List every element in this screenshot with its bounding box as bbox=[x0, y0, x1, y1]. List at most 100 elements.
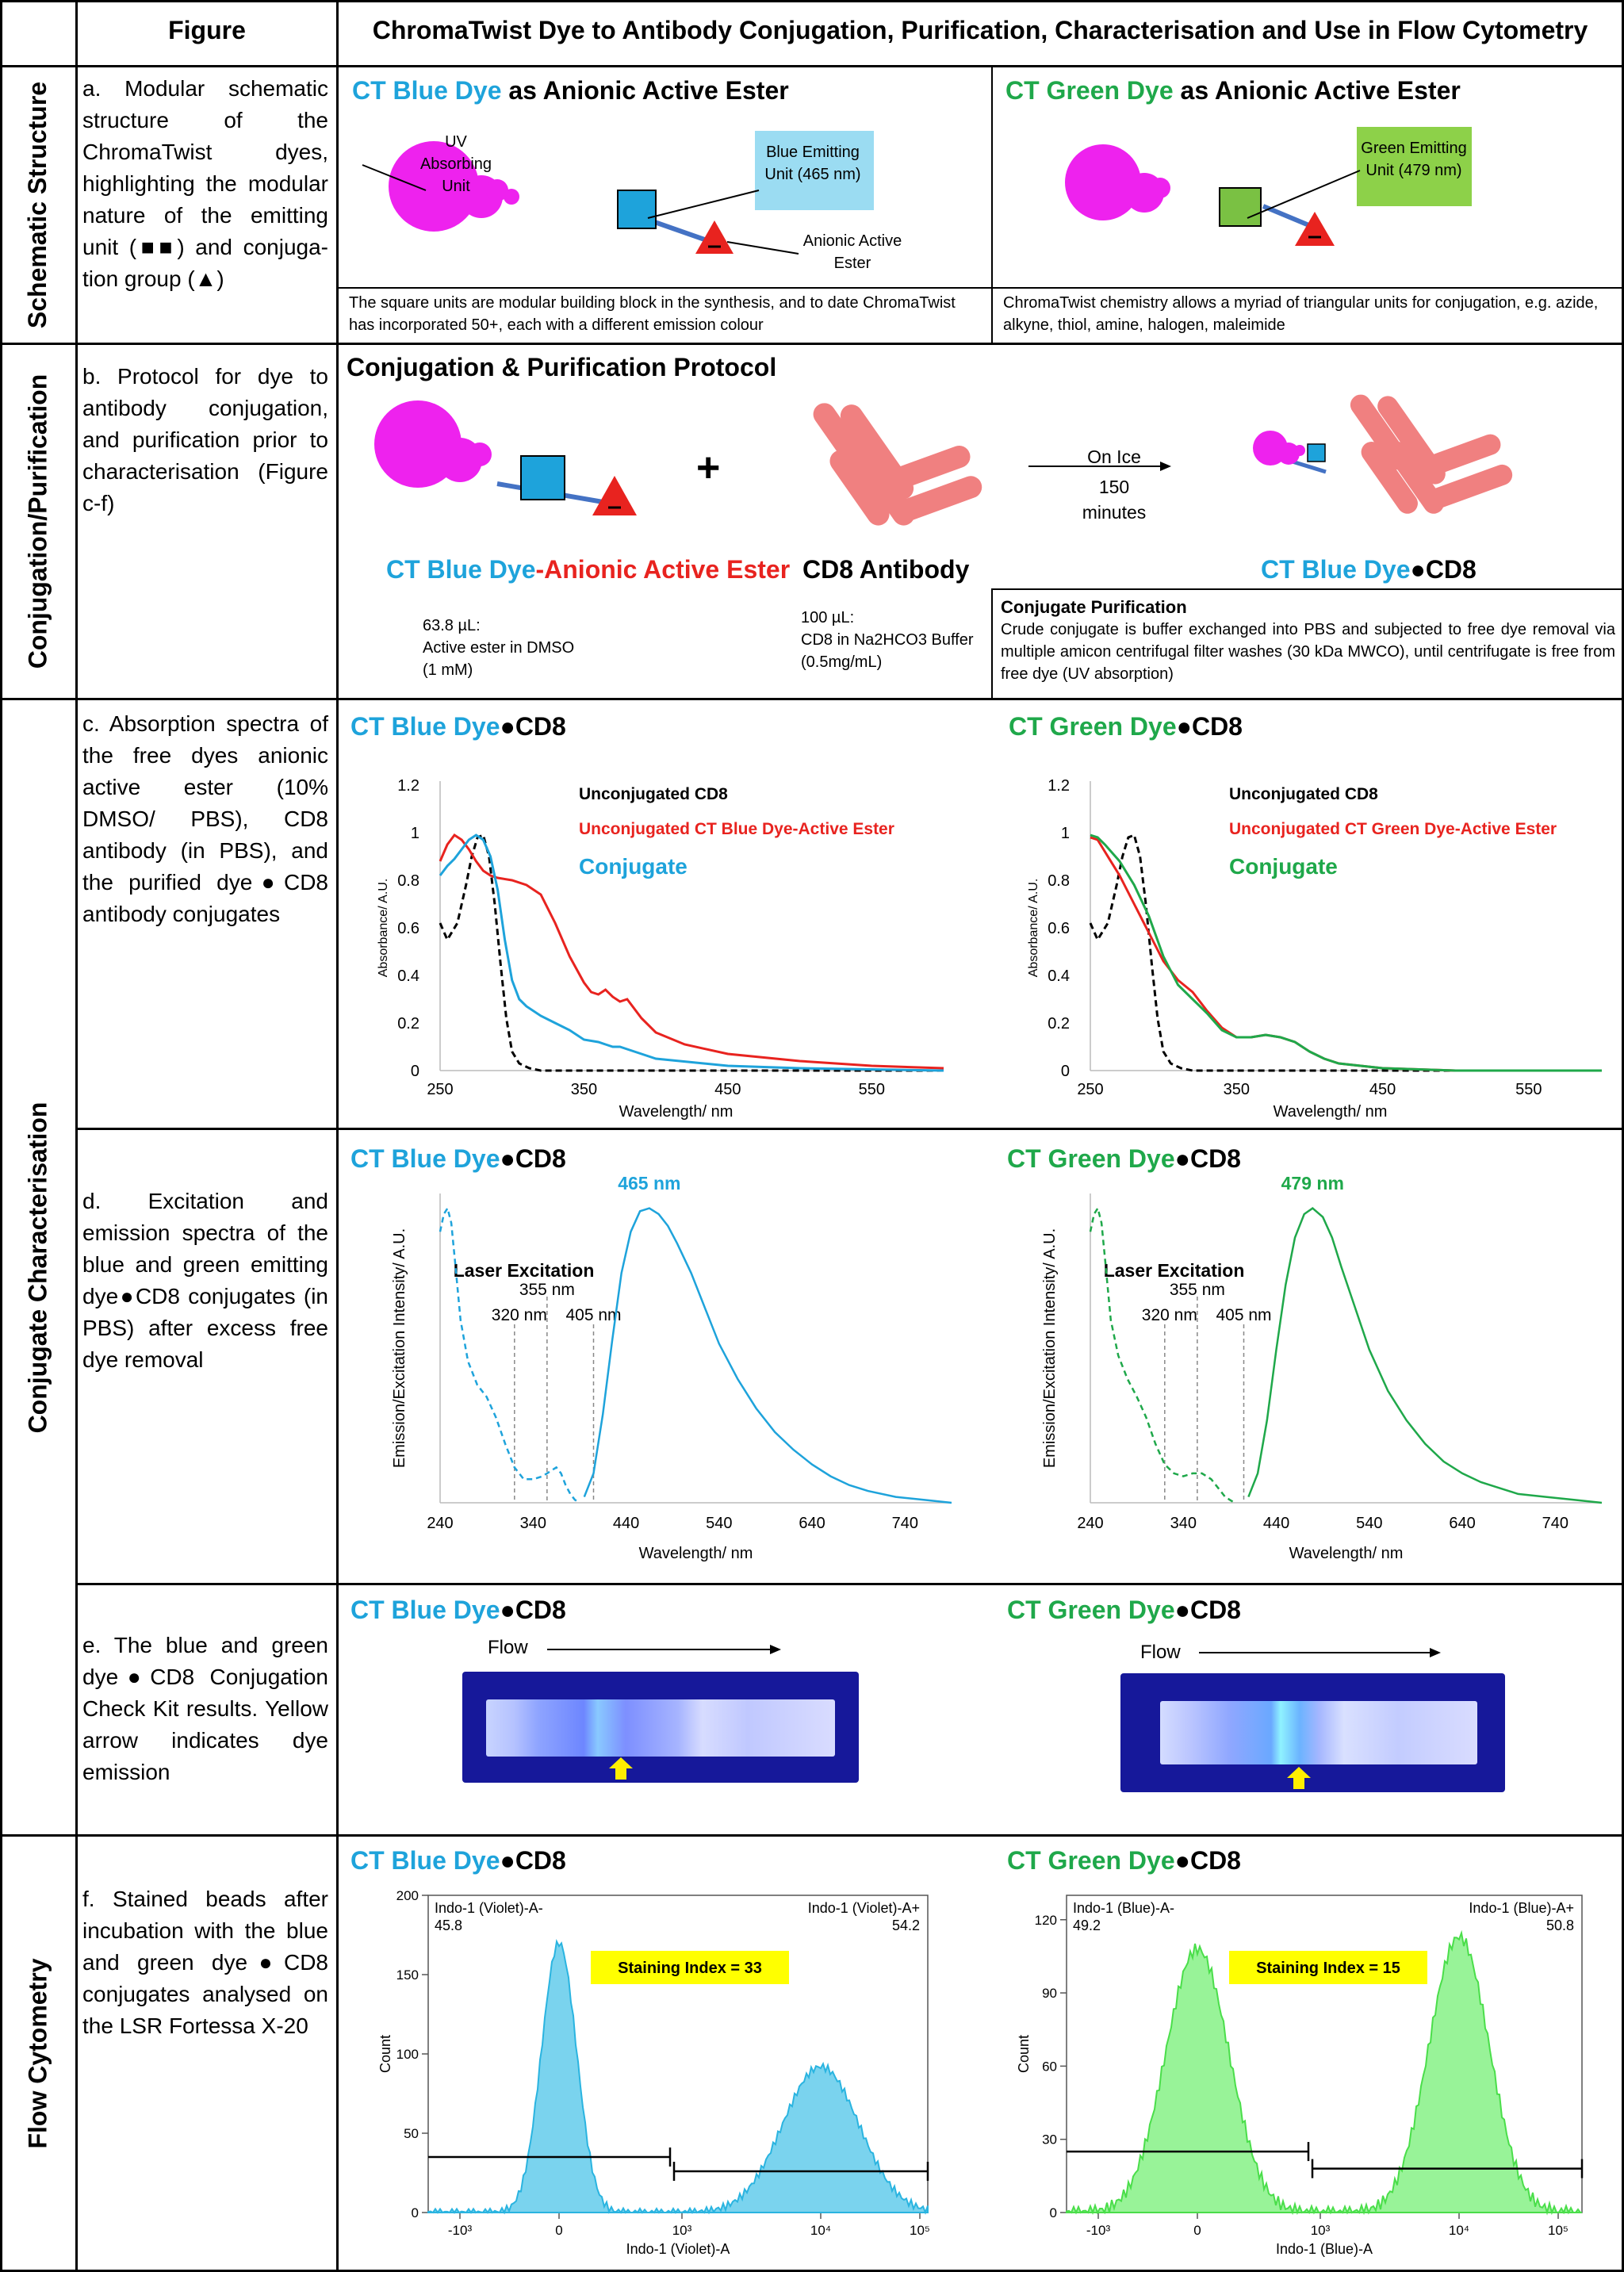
title-f-green: CT Green Dye●CD8 bbox=[1007, 1846, 1241, 1875]
histogram-area bbox=[1066, 1929, 1582, 2216]
y-tick-label: 0 bbox=[1050, 2205, 1057, 2220]
anionic-ester-label-blue: Anionic Active Ester bbox=[802, 232, 902, 272]
header-title: ChromaTwist Dye to Antibody Conjugation,… bbox=[372, 16, 1588, 44]
yellow-arrow-icon bbox=[1287, 1767, 1311, 1789]
x-tick-label: 740 bbox=[1542, 1515, 1568, 1532]
uv-absorbing-label: UV Absorbing Unit bbox=[419, 133, 492, 195]
legend-label-1: Unconjugated CT Green Dye-Active Ester bbox=[1229, 820, 1557, 838]
y-axis-title: Count bbox=[1016, 2035, 1032, 2073]
dye-ester-label: CT Blue Dye-Anionic Active Ester bbox=[386, 555, 791, 584]
series-line-1 bbox=[583, 1207, 952, 1504]
x-axis-title: Wavelength/ nm bbox=[1289, 1545, 1404, 1562]
staining-index-label: Staining Index = 15 bbox=[1256, 1960, 1400, 1977]
x-tick-label: 450 bbox=[714, 1081, 741, 1098]
desc-d: d. Excitation and emission spectra of th… bbox=[82, 1189, 328, 1372]
y-tick-label: 100 bbox=[396, 2047, 419, 2062]
y-tick-label: 60 bbox=[1042, 2059, 1057, 2074]
x-tick-label: 440 bbox=[1263, 1515, 1289, 1532]
y-tick-label: 0.4 bbox=[397, 967, 419, 985]
x-tick-label: 340 bbox=[1170, 1515, 1197, 1532]
blue-emitting-label: Blue Emitting Unit (465 nm) bbox=[764, 144, 861, 183]
x-tick-label: 10⁵ bbox=[910, 2223, 930, 2238]
y-tick-label: 200 bbox=[396, 1888, 419, 1903]
y-tick-label: 0.8 bbox=[1048, 872, 1070, 890]
y-tick-label: 0.2 bbox=[397, 1015, 419, 1033]
title-d-blue: CT Blue Dye●CD8 bbox=[350, 1144, 566, 1173]
title-e-green: CT Green Dye●CD8 bbox=[1007, 1596, 1241, 1624]
desc-a: a. Modular schematic structure of the Ch… bbox=[82, 76, 328, 291]
x-tick-label: 550 bbox=[1515, 1081, 1542, 1098]
y-axis-title: Count bbox=[377, 2035, 393, 2073]
flow-histogram-green: 0 30 60 90 120 -10³ 0 10³ 10⁴ 10⁵ Indo-1 (Blue)-A C… bbox=[1016, 1895, 1584, 2257]
flow-label-green: Flow bbox=[1140, 1642, 1181, 1663]
x-axis-title: Wavelength/ nm bbox=[639, 1545, 753, 1562]
flow-label-blue: Flow bbox=[488, 1637, 528, 1658]
title-b: Conjugation & Purification Protocol bbox=[347, 353, 777, 381]
schematic-blue-dye bbox=[362, 131, 874, 255]
x-tick-label: 0 bbox=[1193, 2223, 1201, 2238]
absorbance-chart-blue: 0 0.2 0.4 0.6 0.8 1 1.2 250 350 450 550 Wavelength/… bbox=[377, 777, 944, 1121]
legend-label-0: Unconjugated CD8 bbox=[1229, 785, 1378, 803]
x-tick-label: 440 bbox=[613, 1515, 639, 1532]
series-line-1 bbox=[439, 833, 944, 1070]
y-tick-label: 1 bbox=[411, 825, 419, 842]
histogram-area bbox=[427, 1938, 929, 2215]
gate-pos-value: 54.2 bbox=[892, 1918, 920, 1933]
absorbance-chart-green: 0 0.2 0.4 0.6 0.8 1 1.2 250 350 450 550 Wavelength/… bbox=[1027, 777, 1602, 1121]
section-schematic: Schematic Structure bbox=[23, 81, 52, 329]
yellow-arrow-icon bbox=[609, 1757, 633, 1780]
x-tick-label: 240 bbox=[1077, 1515, 1103, 1532]
cd8-note: 100 µL: CD8 in Na2HCO3 Buffer (0.5mg/mL) bbox=[801, 609, 974, 671]
flow-arrow-blue bbox=[547, 1645, 781, 1654]
x-tick-label: 0 bbox=[555, 2223, 562, 2238]
note-a-green: ChromaTwist chemistry allows a myriad of… bbox=[1003, 294, 1599, 334]
section-flow: Flow Cytometry bbox=[23, 1957, 52, 2149]
series-line-0 bbox=[1089, 833, 1602, 1072]
flow-arrow-green bbox=[1199, 1648, 1441, 1657]
x-tick-label: 640 bbox=[799, 1515, 825, 1532]
x-axis-title: Wavelength/ nm bbox=[619, 1103, 733, 1121]
x-tick-label: 450 bbox=[1369, 1081, 1396, 1098]
gate-neg-value: 49.2 bbox=[1073, 1918, 1101, 1933]
laser-label-1: 355 nm bbox=[519, 1281, 575, 1299]
laser-title: Laser Excitation bbox=[1104, 1260, 1245, 1281]
y-tick-label: 1.2 bbox=[1048, 777, 1070, 795]
x-tick-label: 540 bbox=[706, 1515, 732, 1532]
series-line-0 bbox=[439, 833, 944, 1072]
section-conjugation: Conjugation/Purification bbox=[23, 374, 52, 669]
y-axis-title: Absorbance/ A.U. bbox=[1027, 879, 1040, 978]
antibody-label: CD8 Antibody bbox=[802, 555, 970, 584]
y-tick-label: 30 bbox=[1042, 2132, 1057, 2147]
x-tick-label: 740 bbox=[892, 1515, 918, 1532]
purification-box: Conjugate Purification Crude conjugate i… bbox=[1001, 597, 1615, 683]
laser-label-2: 405 nm bbox=[1216, 1306, 1271, 1324]
x-tick-label: -10³ bbox=[1086, 2223, 1111, 2238]
y-tick-label: 0 bbox=[412, 2205, 419, 2220]
title-a-blue: CT Blue Dye as Anionic Active Ester bbox=[352, 76, 789, 105]
x-tick-label: 250 bbox=[1077, 1081, 1103, 1098]
y-tick-label: 1.2 bbox=[397, 777, 419, 795]
x-axis-title: Indo-1 (Violet)-A bbox=[626, 2241, 730, 2257]
flow-histogram-blue: 0 50 100 150 200 -10³ 0 10³ 10⁴ 10⁵ Indo-1 (Violet… bbox=[377, 1888, 930, 2257]
title-e-blue: CT Blue Dye●CD8 bbox=[350, 1596, 566, 1624]
plus-sign: + bbox=[696, 445, 721, 491]
laser-label-2: 405 nm bbox=[565, 1306, 621, 1324]
series-line-1 bbox=[1247, 1207, 1603, 1504]
desc-e: e. The blue and green dye●CD8 Conjugatio… bbox=[82, 1633, 328, 1784]
check-kit-strip-blue bbox=[462, 1672, 859, 1783]
desc-f: f. Stained beads after incubation with t… bbox=[82, 1887, 328, 2038]
legend-label-2: Conjugate bbox=[1229, 854, 1338, 879]
x-tick-label: 250 bbox=[427, 1081, 453, 1098]
section-characterisation: Conjugate Characterisation bbox=[23, 1102, 52, 1433]
series-line-1 bbox=[1090, 836, 1602, 1072]
title-d-green: CT Green Dye●CD8 bbox=[1007, 1144, 1241, 1173]
y-tick-label: 1 bbox=[1061, 825, 1070, 842]
ester-note: 63.8 µL: Active ester in DMSO (1 mM) bbox=[423, 617, 575, 679]
note-a-blue: The square units are modular building bl… bbox=[349, 294, 956, 334]
title-c-blue: CT Blue Dye●CD8 bbox=[350, 712, 566, 741]
laser-title: Laser Excitation bbox=[454, 1260, 595, 1281]
gate-pos-label: Indo-1 (Violet)-A+ bbox=[808, 1900, 920, 1916]
y-axis-title: Emission/Excitation Intensity/ A.U. bbox=[391, 1228, 408, 1468]
header-figure: Figure bbox=[168, 16, 246, 44]
staining-index-box bbox=[1229, 1951, 1427, 1984]
